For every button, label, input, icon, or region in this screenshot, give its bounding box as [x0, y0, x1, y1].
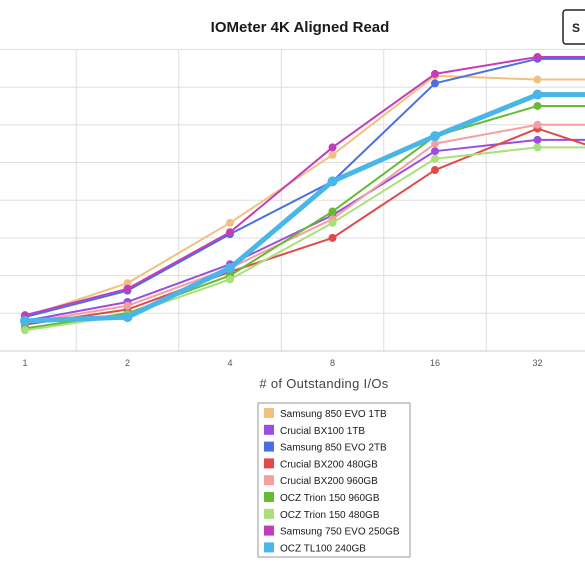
series-ocz-trion-150-960gb	[21, 101, 585, 333]
data-point	[226, 218, 234, 227]
legend: Samsung 850 EVO 1TB Crucial BX100 1TB Sams…	[257, 402, 411, 558]
legend-label: OCZ Trion 150 480GB	[280, 510, 380, 521]
data-point	[431, 139, 439, 148]
x-tick-label: 4	[227, 358, 232, 368]
data-point	[532, 89, 543, 100]
data-point	[328, 143, 337, 152]
legend-swatch	[264, 408, 274, 418]
data-point	[328, 233, 337, 242]
legend-label: Samsung 750 EVO 250GB	[280, 527, 400, 538]
data-point	[123, 284, 132, 293]
x-tick-label: 2	[125, 358, 130, 368]
series-line	[24, 55, 585, 317]
series-ocz-tl100-240gb	[20, 89, 585, 326]
legend-swatch	[264, 508, 274, 519]
data-point	[431, 79, 439, 88]
x-tick-label: 1	[22, 358, 27, 368]
x-axis-label: # of Outstanding I/Os	[259, 376, 388, 391]
x-tick-label: 32	[532, 358, 542, 368]
data-point	[225, 263, 235, 274]
data-point	[431, 154, 439, 163]
series-crucial-bx200-480gb	[21, 124, 585, 329]
x-tick-label: 16	[430, 358, 440, 368]
data-point	[327, 176, 338, 187]
legend-swatch	[264, 492, 274, 502]
series-lines	[20, 52, 585, 335]
data-point	[533, 75, 542, 84]
data-point	[123, 279, 132, 288]
data-point	[226, 275, 234, 284]
logo-box	[562, 9, 585, 45]
series-line	[24, 57, 585, 319]
data-point	[431, 69, 439, 78]
data-point	[431, 147, 439, 156]
logo-letter: S	[572, 21, 580, 35]
x-tick-label: 8	[330, 358, 335, 368]
data-point	[533, 120, 542, 129]
series-samsung-750-evo-250gb	[21, 52, 585, 320]
data-point	[431, 166, 439, 175]
series-samsung-850-evo-2tb	[21, 54, 585, 322]
site-logo: S	[562, 9, 585, 45]
legend-swatch	[264, 441, 274, 452]
data-point	[533, 101, 542, 110]
legend-label: Crucial BX100 1TB	[280, 426, 365, 437]
data-point	[328, 218, 337, 227]
grid	[0, 48, 585, 352]
data-point	[533, 52, 542, 61]
series-line	[24, 146, 585, 332]
legend-label: Crucial BX200 960GB	[280, 476, 378, 487]
data-point	[21, 326, 29, 335]
legend-label: OCZ TL100 240GB	[280, 543, 366, 554]
legend-label: Samsung 850 EVO 1TB	[280, 409, 387, 420]
legend-swatch	[264, 542, 274, 553]
data-point	[122, 312, 133, 323]
data-point	[20, 315, 30, 326]
series-line	[24, 92, 585, 324]
x-axis-ticks: 1 2 4 8 16 32	[22, 358, 542, 368]
legend-swatch	[264, 525, 274, 536]
chart-title: IOMeter 4K Aligned Read	[211, 19, 390, 36]
legend-label: Crucial BX200 480GB	[280, 459, 378, 470]
legend-swatch	[264, 458, 274, 469]
legend-label: Samsung 850 EVO 2TB	[280, 443, 387, 454]
data-point	[533, 135, 542, 144]
data-point	[123, 301, 132, 310]
legend-label: OCZ Trion 150 960GB	[280, 493, 380, 504]
data-point	[430, 131, 440, 142]
data-point	[328, 150, 337, 159]
legend-box	[257, 402, 411, 558]
data-point	[328, 207, 337, 216]
legend-swatch	[264, 424, 274, 435]
legend-swatch	[264, 475, 274, 486]
data-point	[533, 143, 542, 152]
data-point	[226, 228, 234, 237]
